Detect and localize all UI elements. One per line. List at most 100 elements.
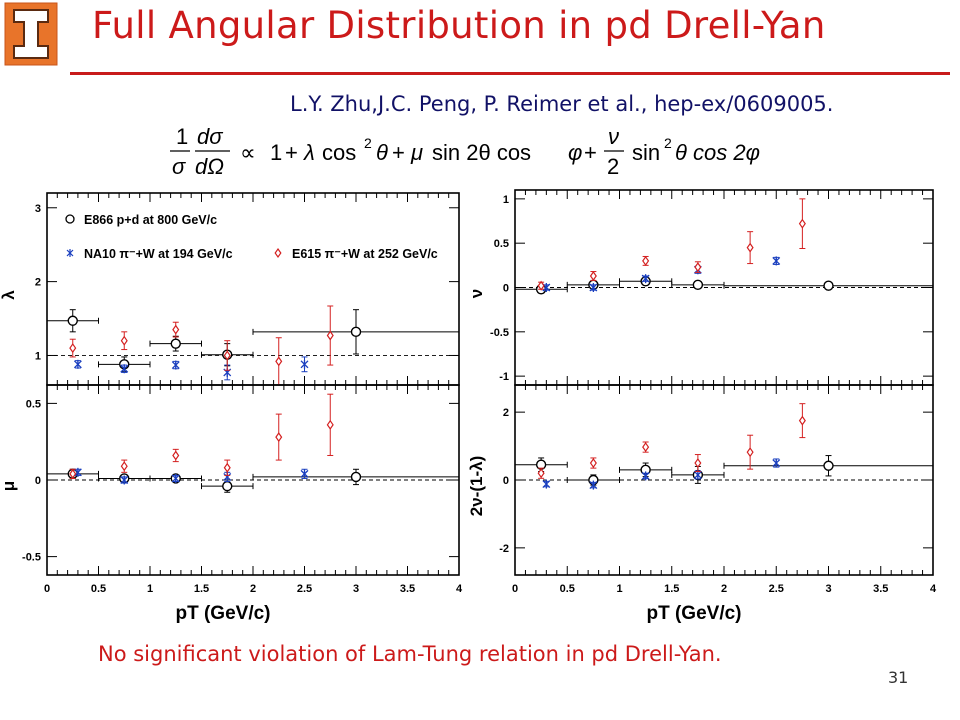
legend-marker-e615: [274, 247, 282, 259]
angular-coefficient-plots: 1 2 3 λ E866 p+d at 800 GeV/c NA10 π⁻+W at 19…: [0, 189, 937, 624]
data-point-e615: [537, 280, 545, 291]
data-point-e615: [275, 356, 283, 367]
formula-plus-3: +: [584, 140, 597, 165]
data-point-e615: [326, 419, 334, 430]
x-tick-label: 1: [616, 583, 622, 595]
y-tick-label: 2: [503, 407, 509, 419]
reference-citation: L.Y. Zhu,J.C. Peng, P. Reimer et al., he…: [290, 92, 834, 116]
x-tick-label: 0.5: [560, 583, 575, 595]
data-point-e866: [350, 471, 362, 483]
data-point-na10: [120, 364, 129, 374]
data-point-e615: [746, 242, 754, 253]
data-point-e615: [69, 468, 77, 479]
data-point-e615: [120, 335, 128, 346]
data-point-e615: [223, 462, 231, 473]
x-tick-label: 4: [456, 583, 463, 595]
data-point-e615: [642, 255, 650, 266]
data-point-na10: [772, 256, 781, 266]
data-point-e615: [694, 457, 702, 469]
y-axis-label: 2ν-(1-λ): [467, 456, 486, 516]
angular-distribution-formula: 1 σ dσ dΩ ∝ 1 + λ cos 2 θ + μ sin 2θ cos…: [170, 124, 760, 179]
formula-plus-2: +: [392, 140, 405, 165]
formula-term1-fn: cos: [322, 140, 356, 165]
formula-frac-num: dσ: [197, 124, 223, 149]
y-tick-label: 0.5: [26, 398, 41, 410]
formula-plus-1: +: [285, 140, 298, 165]
data-point-e866: [823, 280, 834, 291]
chart-panel-1: 1 2 3 λ E866 p+d at 800 GeV/c NA10 π⁻+W at 19…: [0, 192, 460, 386]
data-point-na10: [171, 360, 180, 370]
data-point-na10: [300, 469, 309, 479]
formula-term3-fn: sin: [632, 140, 660, 165]
x-tick-label: 1: [147, 583, 153, 595]
y-tick-label: 2: [35, 277, 41, 289]
x-tick-label: 3.5: [873, 583, 888, 595]
formula-term3-num: ν: [608, 124, 619, 149]
conclusion-text: No significant violation of Lam-Tung rel…: [98, 642, 722, 666]
y-tick-label: 0: [35, 475, 41, 487]
data-point-na10: [641, 471, 650, 481]
y-tick-label: 0.5: [494, 238, 509, 250]
data-point-e615: [537, 468, 545, 479]
formula-frac-den: dΩ: [195, 154, 224, 179]
x-tick-label: 0: [512, 583, 518, 595]
slide-number: 31: [888, 668, 909, 687]
y-axis-label: λ: [0, 290, 18, 300]
data-point-e615: [326, 330, 334, 341]
data-point-e615: [589, 457, 597, 469]
chart-panel-3: -0.5 0 0.5 0 0.5 1 1.5 2 2.5 3 3.5 4 pT (GeV/c) μ: [0, 384, 463, 624]
data-point-e615: [172, 324, 180, 335]
data-point-e615: [798, 218, 806, 229]
data-point-na10: [171, 473, 180, 483]
formula-propto: ∝: [240, 140, 256, 165]
y-tick-label: 0: [503, 283, 509, 295]
formula-term1-pow: 2: [364, 135, 372, 151]
data-point-na10: [772, 458, 781, 468]
data-point-na10: [73, 359, 82, 369]
y-tick-label: -0.5: [22, 552, 41, 564]
legend: E866 p+d at 800 GeV/c NA10 π⁻+W at 194 Ge…: [65, 213, 438, 261]
data-point-e866: [170, 338, 181, 349]
x-tick-label: 2.5: [297, 583, 312, 595]
formula-lhs-num: 1: [176, 124, 188, 149]
data-point-na10: [589, 283, 598, 292]
y-tick-label: -1: [499, 371, 509, 383]
x-tick-label: 2.5: [769, 583, 784, 595]
legend-marker-na10: [66, 249, 74, 257]
x-tick-label: 3: [825, 583, 831, 595]
data-point-e615: [120, 461, 128, 472]
formula-term1-arg: θ: [376, 140, 388, 165]
data-point-e866: [222, 480, 233, 492]
data-point-e615: [275, 432, 283, 443]
chart-panel-2: -1 -0.5 0 0.5 1 ν: [467, 189, 934, 386]
y-tick-label: 1: [35, 350, 41, 362]
formula-term1-coef: λ: [303, 140, 315, 165]
y-tick-label: -2: [499, 543, 509, 555]
formula-term3-den: 2: [607, 154, 619, 179]
y-tick-label: 3: [35, 203, 41, 215]
data-point-e615: [746, 447, 754, 458]
legend-marker-e866: [65, 214, 75, 224]
y-axis-label: μ: [0, 481, 18, 491]
data-point-e615: [589, 270, 597, 282]
x-tick-label: 1.5: [194, 583, 209, 595]
data-point-e615: [694, 262, 702, 273]
formula-term2-coef: μ: [410, 140, 423, 165]
formula-one: 1: [270, 140, 282, 165]
university-logo-icon: [4, 2, 58, 66]
y-axis-label: ν: [467, 289, 486, 298]
data-point-e615: [642, 442, 650, 453]
formula-term3-arg: θ cos 2φ: [675, 140, 760, 165]
formula-term2-fn: sin 2θ cos: [432, 140, 531, 165]
formula-lhs-den: σ: [172, 154, 186, 179]
x-tick-label: 1.5: [664, 583, 679, 595]
data-point-na10: [589, 480, 598, 490]
x-tick-label: 2: [721, 583, 727, 595]
data-point-e615: [69, 343, 77, 354]
data-point-na10: [641, 274, 650, 284]
data-point-e866: [67, 315, 78, 326]
data-point-e866: [350, 326, 362, 338]
data-point-e866: [692, 279, 704, 291]
y-tick-label: -0.5: [490, 327, 509, 339]
legend-entry: E615 π⁻+W at 252 GeV/c: [292, 247, 438, 261]
